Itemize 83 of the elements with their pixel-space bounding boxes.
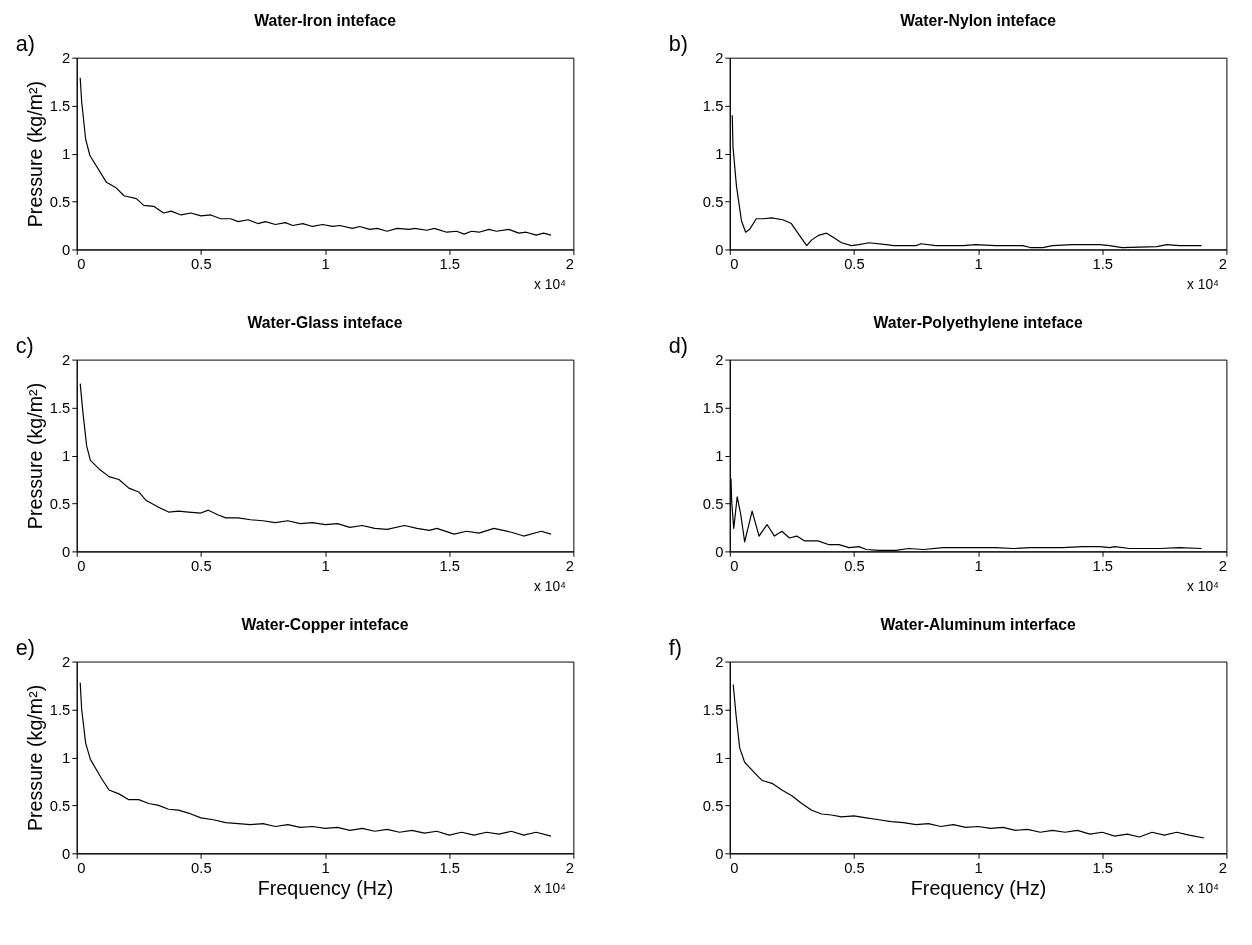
x-tick-label: 1.5 — [439, 557, 460, 574]
text: x 10⁴ — [534, 880, 567, 896]
y-tick-label: 2 — [62, 352, 71, 369]
y-tick-label: 2 — [715, 50, 724, 67]
y-axis-title: Pressure (kg/m²) — [23, 80, 46, 228]
y-tick-label: 0 — [715, 241, 724, 258]
y-tick-label: 1.5 — [49, 399, 71, 416]
x-tick-label: 2 — [565, 859, 574, 876]
text: a) — [15, 30, 35, 56]
x-tick-label: 1.5 — [439, 859, 460, 876]
y-tick-label: 2 — [62, 50, 71, 67]
y-tick-label: 0 — [715, 845, 724, 862]
text: x 10⁴ — [534, 578, 567, 594]
x-tick-label: 0.5 — [844, 557, 865, 574]
x-tick-label: 0 — [730, 859, 739, 876]
y-tick-label: 0.5 — [702, 495, 724, 512]
x-tick-label: 1 — [321, 859, 330, 876]
chart-title: Water-Glass inteface — [247, 314, 403, 332]
y-tick-label: 0 — [715, 543, 724, 560]
y-tick-label: 0 — [62, 845, 71, 862]
y-tick-label: 1 — [62, 447, 71, 464]
x-tick-label: 0.5 — [844, 255, 865, 272]
text: e) — [15, 634, 35, 660]
x-tick-label: 2 — [565, 255, 574, 272]
chart-title: Water-Copper inteface — [241, 616, 409, 634]
x-tick-label: 0.5 — [191, 255, 212, 272]
x-tick-label: 1.5 — [1092, 859, 1114, 876]
y-tick-label: 0.5 — [49, 797, 71, 814]
y-tick-label: 0.5 — [49, 193, 71, 210]
text: b) — [668, 30, 689, 56]
chart-title: Water-Iron inteface — [254, 12, 397, 30]
y-tick-label: 2 — [62, 653, 71, 670]
y-tick-label: 0.5 — [702, 797, 724, 814]
x-tick-label: 2 — [565, 557, 574, 574]
y-axis-title: Pressure (kg/m²) — [23, 382, 46, 530]
y-tick-label: 2 — [715, 352, 724, 369]
y-tick-label: 1 — [62, 145, 71, 162]
y-tick-label: 1 — [62, 749, 71, 766]
x-tick-label: 1 — [974, 859, 983, 876]
x-tick-label: 2 — [1218, 859, 1227, 876]
y-tick-label: 0 — [62, 241, 71, 258]
x-axis-title: Frequency (Hz) — [257, 877, 394, 900]
x-tick-label: 0.5 — [191, 859, 212, 876]
x-tick-label: 0.5 — [191, 557, 212, 574]
y-tick-label: 1 — [715, 447, 724, 464]
x-tick-label: 0 — [730, 557, 739, 574]
y-tick-label: 1 — [715, 145, 724, 162]
y-tick-label: 0 — [62, 543, 71, 560]
x-axis-title: Frequency (Hz) — [910, 877, 1047, 900]
x-tick-label: 0 — [77, 557, 86, 574]
x-tick-label: 1 — [974, 255, 983, 272]
y-tick-label: 0.5 — [702, 193, 724, 210]
y-tick-label: 1.5 — [702, 701, 724, 718]
text: f) — [668, 634, 682, 660]
y-tick-label: 1.5 — [702, 399, 724, 416]
x-tick-label: 1.5 — [1092, 255, 1114, 272]
x-tick-label: 1 — [321, 557, 330, 574]
x-tick-label: 1 — [321, 255, 330, 272]
text: c) — [15, 332, 34, 358]
x-tick-label: 0 — [730, 255, 739, 272]
x-tick-label: 0 — [77, 255, 86, 272]
y-axis-title: Pressure (kg/m²) — [23, 684, 46, 832]
y-tick-label: 0.5 — [49, 495, 71, 512]
x-tick-label: 1.5 — [439, 255, 460, 272]
y-tick-label: 1.5 — [49, 701, 71, 718]
x-tick-label: 1.5 — [1092, 557, 1114, 574]
y-tick-label: 1.5 — [702, 98, 724, 115]
text: x 10⁴ — [1187, 276, 1220, 292]
x-tick-label: 2 — [1218, 557, 1227, 574]
text: x 10⁴ — [1187, 880, 1220, 896]
y-tick-label: 2 — [715, 653, 724, 670]
x-tick-label: 0 — [77, 859, 86, 876]
chart-title: Water-Aluminum interface — [880, 616, 1076, 634]
x-tick-label: 2 — [1218, 255, 1227, 272]
x-tick-label: 1 — [974, 557, 983, 574]
text: x 10⁴ — [534, 276, 567, 292]
chart-title: Water-Polyethylene inteface — [873, 314, 1083, 332]
y-tick-label: 1.5 — [49, 98, 71, 115]
text: x 10⁴ — [1187, 578, 1220, 594]
text: d) — [668, 332, 689, 358]
chart-title: Water-Nylon inteface — [900, 12, 1057, 30]
x-tick-label: 0.5 — [844, 859, 865, 876]
y-tick-label: 1 — [715, 749, 724, 766]
